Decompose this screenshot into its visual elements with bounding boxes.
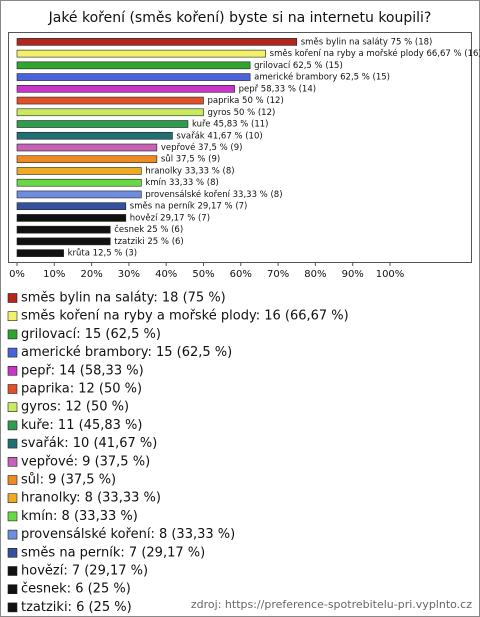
bar: [16, 143, 158, 152]
bar: [16, 96, 204, 105]
value-label: americké brambory 62,5 % (15): [254, 72, 390, 83]
value-label: paprika 50 % (12): [208, 96, 284, 106]
legend-label: sůl: 9 (37,5 %): [21, 473, 116, 488]
x-tick-label: 60%: [230, 269, 252, 280]
bar: [16, 49, 266, 58]
value-label: svařák 41,67 % (10): [176, 131, 262, 141]
x-tick-label: 80%: [304, 269, 326, 280]
legend-label: americké brambory: 15 (62,5 %): [21, 345, 232, 360]
legend-swatch: [7, 347, 18, 358]
bar: [16, 167, 142, 175]
bar: [16, 237, 111, 246]
chart-title: Jaké koření (směs koření) byste si na in…: [48, 10, 432, 26]
value-label: sůl 37,5 % (9): [161, 154, 220, 165]
value-label: provensálské koření 33,33 % (8): [145, 189, 282, 200]
legend-label: vepřové: 9 (37,5 %): [21, 454, 150, 469]
bar: [16, 155, 158, 164]
legend-label: pepř: 14 (58,33 %): [21, 363, 144, 378]
legend-label: česnek: 6 (25 %): [21, 582, 131, 597]
legend-swatch: [7, 420, 18, 431]
legend-label: svařák: 10 (41,67 %): [21, 436, 157, 451]
value-label: česnek 25 % (6): [114, 224, 183, 235]
bar: [16, 38, 298, 46]
value-label: vepřové 37,5 % (9): [161, 142, 243, 153]
legend-label: kmín: 8 (33,33 %): [21, 509, 138, 524]
legend-swatch: [7, 365, 18, 376]
legend-swatch: [7, 475, 18, 485]
value-label: tzatziki 25 % (6): [114, 237, 183, 247]
value-label: krůta 12,5 % (3): [68, 248, 138, 259]
legend-label: směs na perník: 7 (29,17 %): [21, 545, 205, 560]
x-tick-label: 0%: [9, 269, 25, 280]
legend-swatch: [7, 602, 18, 613]
value-label: směs koření na ryby a mořské plody 66,67…: [270, 48, 480, 59]
legend-label: provensálské koření: 8 (33,33 %): [21, 527, 235, 542]
x-tick-label: 50%: [192, 269, 214, 280]
legend-label: hovězí: 7 (29,17 %): [21, 564, 148, 579]
legend-swatch: [7, 584, 18, 595]
bar: [16, 178, 142, 187]
legend-swatch: [7, 438, 18, 449]
value-label: kuře 45,83 % (11): [192, 120, 269, 130]
legend-label: směs bylin na saláty: 18 (75 %): [21, 291, 226, 306]
bar: [16, 225, 111, 234]
x-tick-label: 70%: [267, 269, 289, 280]
value-label: kmín 33,33 % (8): [145, 178, 219, 188]
legend-label: paprika: 12 (50 %): [21, 382, 142, 397]
x-tick-label: 40%: [155, 269, 177, 280]
x-tick-label: 10%: [43, 269, 65, 280]
value-label: grilovací 62,5 % (15): [254, 61, 343, 71]
legend-swatch: [7, 384, 18, 394]
value-label: hovězí 29,17 % (7): [130, 213, 210, 223]
legend-swatch: [7, 493, 18, 504]
legend-label: kuře: 11 (45,83 %): [21, 418, 142, 433]
legend-label: grilovací: 15 (62,5 %): [21, 327, 161, 342]
bar: [16, 61, 251, 70]
legend-label: směs koření na ryby a mořské plody: 16 (…: [21, 309, 349, 324]
legend-swatch: [7, 529, 18, 540]
bar: [16, 108, 204, 117]
legend-swatch: [7, 329, 18, 340]
value-label: směs bylin na saláty 75 % (18): [301, 37, 433, 47]
value-label: směs na perník 29,17 % (7): [130, 202, 248, 212]
bar: [16, 85, 235, 93]
legend-swatch: [7, 566, 18, 576]
x-tick-label: 100%: [376, 269, 405, 280]
bar: [16, 73, 251, 81]
legend-label: tzatziki: 6 (25 %): [21, 600, 132, 615]
source: zdroj: https://preference-spotrebitelu-p…: [191, 598, 472, 611]
x-tick-label: 90%: [342, 269, 364, 280]
legend-swatch: [7, 293, 18, 303]
legend-swatch: [7, 547, 18, 558]
bar: [16, 190, 142, 199]
legend-swatch: [7, 402, 18, 413]
legend-swatch: [7, 456, 18, 467]
legend-swatch: [7, 511, 18, 522]
bar: [16, 249, 64, 257]
legend-swatch: [7, 311, 18, 322]
bar: [16, 214, 127, 222]
value-label: gyros 50 % (12): [208, 108, 276, 118]
bar: [16, 120, 189, 128]
legend-label: gyros: 12 (50 %): [21, 400, 129, 415]
x-tick-label: 30%: [118, 269, 140, 280]
value-label: hranolky 33,33 % (8): [145, 166, 234, 176]
x-tick-label: 20%: [80, 269, 102, 280]
value-label: pepř 58,33 % (14): [239, 84, 316, 94]
bar: [16, 131, 173, 140]
bar: [16, 202, 127, 210]
legend-label: hranolky: 8 (33,33 %): [21, 491, 161, 506]
